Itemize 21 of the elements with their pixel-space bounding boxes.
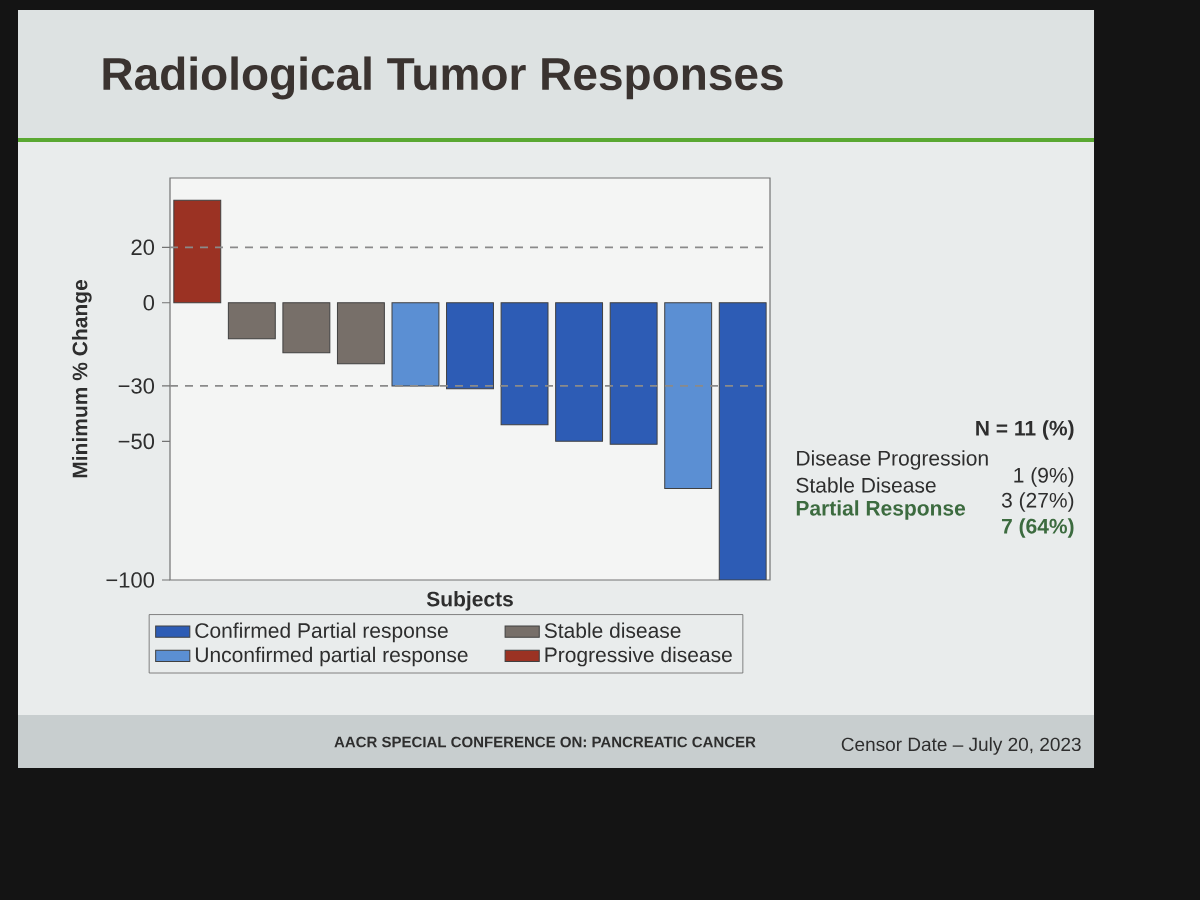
text: 1 (9%) [1014, 467, 1074, 487]
y-tick-label: −50 [118, 433, 155, 450]
y-tick-label: −100 [106, 572, 155, 588]
chart-title: Radiological Tumor Responses [103, 56, 783, 100]
x-axis-title: Subjects [426, 591, 513, 611]
legend-label: Progressive disease [545, 646, 732, 667]
text: AACR SPECIAL CONFERENCE ON: PANCREATIC CANCER [334, 736, 756, 748]
y-tick-label: −30 [118, 378, 155, 394]
text: Censor Date – July 20, 2023 [841, 737, 1081, 755]
legend-label: Unconfirmed partial response [195, 646, 468, 667]
y-tick-label: 20 [131, 239, 155, 256]
text: Stable Disease [796, 477, 936, 493]
text: Partial Response [796, 500, 966, 520]
legend-label: Confirmed Partial response [195, 622, 448, 643]
y-tick-label: 0 [143, 294, 155, 311]
y-axis-title: Minimum % Change [71, 279, 92, 478]
text: 3 (27%) [1001, 492, 1074, 512]
legend-label: Stable disease [544, 622, 681, 639]
text: N = 11 (%) [976, 420, 1074, 440]
text: Disease Progression [797, 450, 988, 470]
text: 7 (64%) [1001, 518, 1074, 538]
